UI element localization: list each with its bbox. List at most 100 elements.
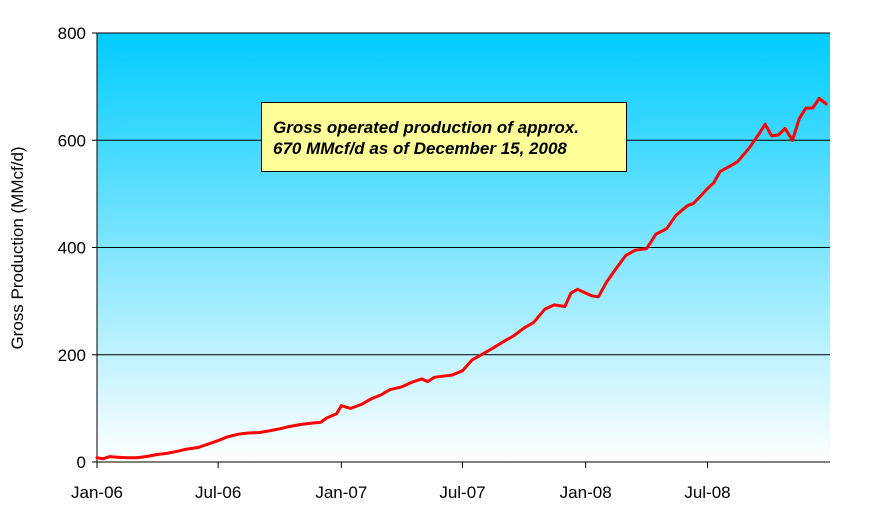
data-point-30 (380, 394, 382, 396)
y-axis-label: Gross Production (MMcf/d) (8, 146, 27, 349)
y-tick-label-600: 600 (58, 131, 86, 150)
data-point-45 (523, 327, 525, 329)
y-tick-label-0: 0 (77, 453, 86, 472)
annotation-line-1: Gross operated production of approx. (273, 118, 580, 137)
data-point-78 (798, 118, 800, 120)
data-point-11 (197, 446, 199, 449)
data-point-37 (441, 375, 444, 378)
data-point-59 (645, 247, 648, 250)
data-point-52 (584, 292, 587, 294)
data-point-67 (712, 182, 715, 184)
data-point-76 (784, 127, 786, 130)
data-point-8 (165, 452, 168, 455)
data-point-64 (692, 202, 695, 205)
data-point-20 (288, 425, 290, 428)
y-axis-ticks: 0 200 400 600 800 (58, 24, 97, 472)
data-point-36 (433, 376, 436, 379)
data-point-24 (325, 417, 328, 419)
data-point-75 (777, 134, 780, 136)
data-point-56 (615, 268, 617, 270)
data-point-33 (410, 381, 412, 384)
data-point-61 (665, 227, 668, 230)
data-point-62 (675, 214, 677, 217)
data-point-50 (570, 292, 572, 294)
data-point-16 (247, 432, 250, 434)
data-point-21 (299, 423, 302, 426)
data-point-15 (238, 433, 240, 435)
data-point-27 (349, 407, 352, 410)
data-point-73 (764, 123, 766, 125)
annotation-line-2: 670 MMcf/d as of December 15, 2008 (273, 139, 567, 158)
y-tick-label-800: 800 (58, 24, 86, 43)
annotation-box: Gross operated production of approx. 670… (261, 102, 627, 172)
data-point-31 (389, 388, 392, 391)
data-point-82 (825, 103, 827, 105)
data-point-19 (278, 428, 281, 430)
data-point-28 (361, 403, 363, 405)
series-layer (95, 96, 828, 461)
data-point-14 (226, 436, 229, 438)
data-point-72 (757, 134, 760, 136)
data-point-18 (268, 430, 270, 432)
data-point-63 (686, 204, 689, 207)
data-point-58 (634, 249, 636, 251)
data-point-1 (102, 458, 104, 460)
data-point-79 (805, 107, 807, 109)
data-point-12 (206, 443, 209, 446)
data-point-39 (461, 370, 464, 372)
data-point-71 (748, 147, 750, 150)
data-point-25 (335, 412, 338, 415)
data-point-3 (117, 456, 119, 459)
data-point-2 (108, 455, 111, 458)
data-point-10 (185, 448, 188, 450)
x-tick-label-Jul-06: Jul-06 (195, 483, 241, 502)
data-point-6 (145, 455, 147, 458)
data-point-29 (370, 397, 373, 400)
x-tick-label-Jan-08: Jan-08 (560, 483, 612, 502)
data-point-4 (126, 456, 128, 459)
data-point-43 (503, 340, 505, 343)
x-tick-label-Jul-08: Jul-08 (684, 483, 730, 502)
data-point-80 (811, 107, 814, 109)
data-point-22 (309, 422, 311, 425)
data-point-55 (605, 281, 608, 284)
x-tick-label-Jul-07: Jul-07 (439, 483, 485, 502)
data-point-35 (426, 380, 429, 383)
data-point-34 (420, 378, 423, 380)
data-point-38 (451, 374, 453, 376)
data-point-5 (135, 456, 138, 459)
data-point-60 (655, 233, 657, 235)
y-tick-label-200: 200 (58, 346, 86, 365)
data-point-68 (719, 170, 721, 173)
data-point-32 (400, 386, 403, 388)
data-point-57 (625, 254, 627, 257)
data-point-65 (699, 195, 701, 198)
y-tick-label-400: 400 (58, 239, 86, 258)
x-axis-ticks: Jan-06 Jul-06 Jan-07 Jul-07 Jan-08 Jul-08 (71, 462, 731, 502)
data-point-46 (532, 321, 535, 324)
data-point-70 (736, 160, 739, 163)
data-point-77 (791, 139, 794, 142)
data-point-7 (156, 453, 158, 456)
data-point-53 (590, 295, 593, 297)
data-point-26 (340, 404, 343, 407)
data-point-13 (217, 439, 219, 442)
data-point-49 (564, 305, 566, 308)
data-point-23 (319, 421, 322, 424)
data-point-40 (471, 359, 473, 361)
data-point-42 (491, 347, 494, 350)
data-point-9 (176, 450, 179, 453)
data-point-81 (818, 97, 821, 100)
data-point-48 (553, 304, 555, 306)
data-point-41 (482, 352, 485, 355)
data-point-69 (727, 166, 730, 168)
data-point-51 (576, 288, 579, 291)
data-point-0 (96, 456, 98, 459)
data-point-54 (597, 296, 600, 298)
data-point-74 (771, 135, 773, 137)
x-tick-label-Jan-06: Jan-06 (71, 483, 123, 502)
data-point-17 (258, 431, 261, 434)
data-point-66 (706, 187, 709, 190)
